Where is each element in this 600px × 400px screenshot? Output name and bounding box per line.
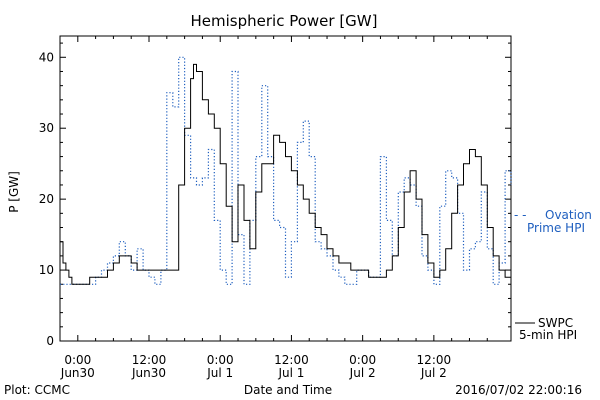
y-tick-label: 30 (39, 121, 54, 135)
y-tick-label: 10 (39, 263, 54, 277)
x-tick-date-label: Jul 1 (206, 366, 233, 380)
series-layer (60, 56, 512, 285)
x-axis-label: Date and Time (244, 383, 332, 397)
y-axis: 0 10 20 30 40 (39, 42, 511, 348)
y-tick-label: 0 (46, 334, 54, 348)
x-tick-date-label: Jul 1 (277, 366, 304, 380)
footer-right: 2016/07/02 22:00:16 (455, 383, 582, 397)
y-axis-label: P [GW] (7, 171, 21, 213)
series-line-ovation-prime (60, 56, 512, 285)
series-line-swpc (60, 63, 512, 285)
x-tick-date-label: Jun30 (131, 366, 166, 380)
y-tick-label: 20 (39, 192, 54, 206)
legend-ovation-line2: Prime HPI (527, 221, 585, 235)
x-tick-time-label: 12:00 (274, 353, 309, 367)
x-tick-time-label: 0:00 (349, 353, 376, 367)
legend-swpc-line2: 5-min HPI (519, 328, 577, 342)
legend-ovation-line1: Ovation (545, 208, 592, 222)
footer-left: Plot: CCMC (4, 383, 70, 397)
chart-title: Hemispheric Power [GW] (191, 12, 378, 30)
x-tick-time-label: 0:00 (207, 353, 234, 367)
legend-ovation: - - Ovation Prime HPI (514, 208, 592, 235)
y-tick-label: 40 (39, 50, 54, 64)
x-tick-date-label: Jul 2 (420, 366, 447, 380)
x-tick-time-label: 12:00 (132, 353, 167, 367)
x-tick-date-label: Jun30 (60, 366, 95, 380)
x-tick-time-label: 12:00 (417, 353, 452, 367)
x-tick-time-label: 0:00 (64, 353, 91, 367)
legend-swpc-line1: SWPC (538, 316, 573, 330)
legend-ovation-marker: - - (514, 208, 526, 222)
legend-swpc: SWPC 5-min HPI (515, 316, 577, 342)
x-tick-date-label: Jul 2 (349, 366, 376, 380)
plot-frame (59, 35, 512, 342)
